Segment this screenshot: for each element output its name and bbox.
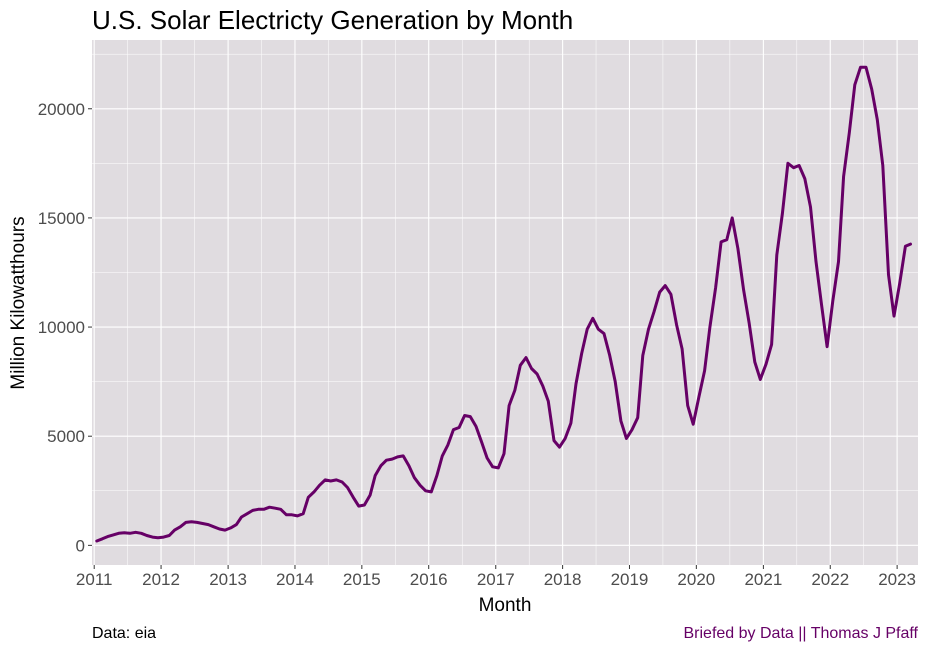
x-tick-label: 2016 [410, 570, 448, 589]
x-tick-label: 2021 [744, 570, 782, 589]
series-line [95, 65, 912, 543]
source-caption: Data: eia [92, 625, 156, 642]
x-tick-label: 2018 [544, 570, 582, 589]
y-tick-label: 0 [76, 536, 85, 555]
x-tick-label: 2012 [142, 570, 180, 589]
y-tick-label: 10000 [38, 318, 85, 337]
credit-caption: Briefed by Data || Thomas J Pfaff [684, 625, 919, 642]
x-tick-label: 2020 [677, 570, 715, 589]
x-tick-label: 2011 [76, 570, 113, 589]
x-tick-label: 2014 [276, 570, 314, 589]
x-tick-label: 2015 [343, 570, 381, 589]
x-tick-label: 2023 [878, 570, 916, 589]
x-tick-label: 2022 [811, 570, 849, 589]
y-tick-label: 5000 [47, 427, 85, 446]
grid-minor [92, 40, 918, 565]
y-axis-label: Million Kilowatthours [8, 216, 29, 389]
x-axis-ticks: 2011 2012 2013 2014 2015 2016 2017 2018 2019 2020… [76, 565, 916, 589]
x-tick-label: 2013 [209, 570, 247, 589]
series-layer [95, 65, 912, 543]
grid-major [92, 40, 918, 565]
x-axis-label: Month [479, 595, 532, 616]
x-tick-label: 2019 [611, 570, 649, 589]
y-tick-label: 20000 [38, 100, 85, 119]
y-axis-ticks: 0 5000 10000 15000 20000 [38, 100, 92, 555]
plot-panel [92, 40, 918, 565]
x-tick-label: 2017 [477, 570, 515, 589]
chart-title: U.S. Solar Electricty Generation by Mont… [92, 5, 573, 35]
y-tick-label: 15000 [38, 209, 85, 228]
